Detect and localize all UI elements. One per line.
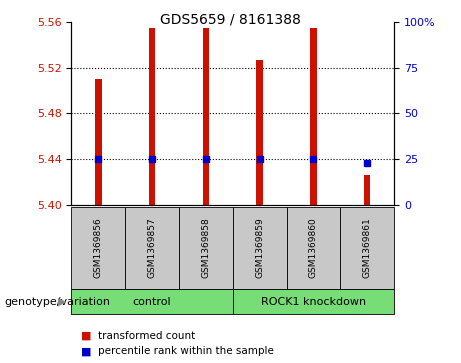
Text: GSM1369856: GSM1369856 <box>94 217 103 278</box>
Text: ROCK1 knockdown: ROCK1 knockdown <box>261 297 366 307</box>
Text: genotype/variation: genotype/variation <box>5 297 111 307</box>
Text: GSM1369857: GSM1369857 <box>148 217 157 278</box>
Text: control: control <box>133 297 171 307</box>
Text: ■: ■ <box>81 346 91 356</box>
Text: ■: ■ <box>81 331 91 341</box>
Text: GSM1369860: GSM1369860 <box>309 217 318 278</box>
Text: GDS5659 / 8161388: GDS5659 / 8161388 <box>160 13 301 27</box>
Text: GSM1369861: GSM1369861 <box>363 217 372 278</box>
Text: ▶: ▶ <box>58 297 66 307</box>
Bar <box>203 28 209 205</box>
Text: GSM1369859: GSM1369859 <box>255 217 264 278</box>
Bar <box>95 79 101 205</box>
Text: percentile rank within the sample: percentile rank within the sample <box>98 346 274 356</box>
Bar <box>364 175 371 205</box>
Bar <box>256 60 263 205</box>
Text: GSM1369858: GSM1369858 <box>201 217 210 278</box>
Bar <box>310 28 317 205</box>
Text: transformed count: transformed count <box>98 331 195 341</box>
Bar <box>149 28 155 205</box>
